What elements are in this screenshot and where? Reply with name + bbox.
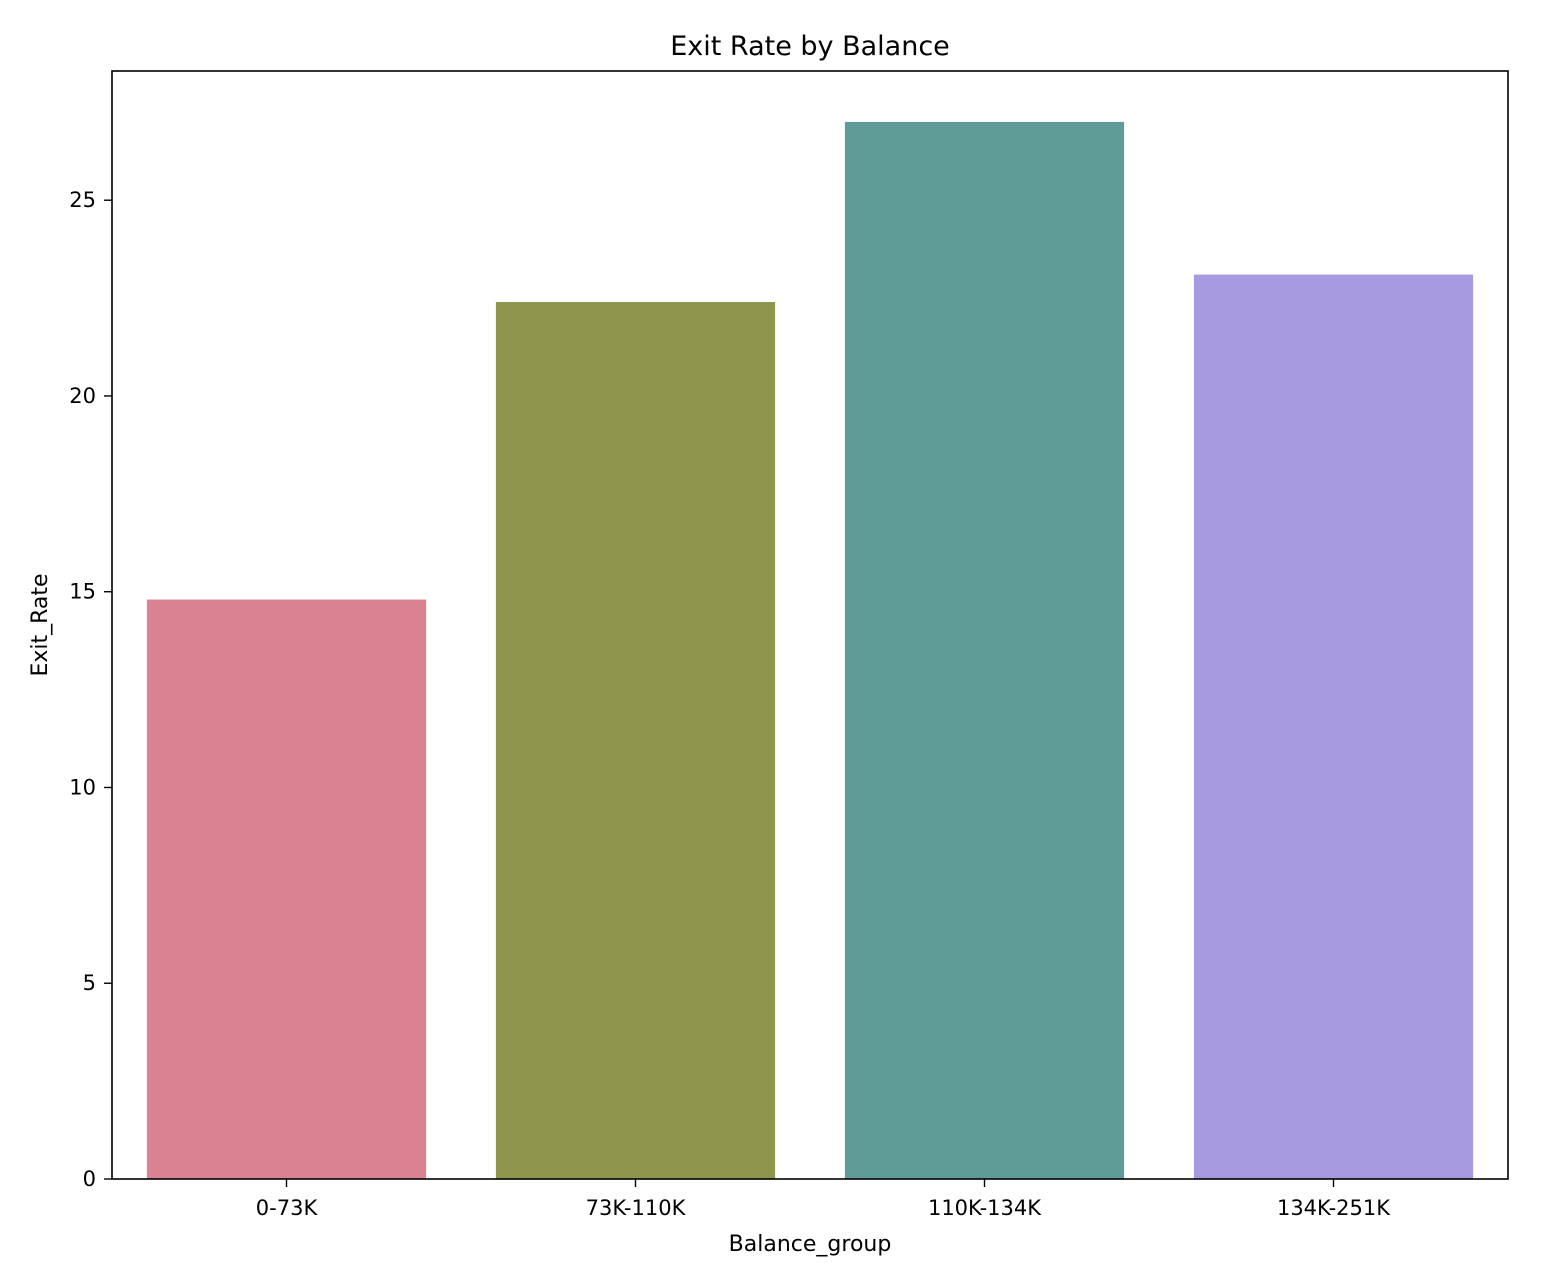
x-tick-label: 134K-251K [1277,1196,1391,1220]
y-axis: 0 5 10 15 20 25 [69,188,112,1191]
x-axis-label: Balance_group [729,1232,892,1257]
x-tick-label: 73K-110K [586,1196,687,1220]
bar-0-73K [146,599,427,1179]
bar-110K-134K [844,121,1125,1179]
bar-73K-110K [495,302,776,1179]
plot-frame [111,70,1509,1180]
chart-title: Exit Rate by Balance [670,31,950,62]
x-tick-label: 110K-134K [928,1196,1042,1220]
x-axis: 0-73K 73K-110K 110K-134K 134K-251K [256,1179,1391,1220]
bar-134K-251K [1193,274,1474,1180]
y-axis-label: Exit_Rate [28,573,53,676]
y-tick-label: 0 [83,1167,96,1191]
y-tick-label: 5 [83,971,96,995]
y-tick-label: 10 [69,775,96,799]
y-tick-label: 20 [69,384,96,408]
y-tick-label: 15 [69,580,96,604]
bars-layer [146,121,1474,1180]
x-tick-label: 0-73K [256,1196,319,1220]
y-tick-label: 25 [69,188,96,212]
